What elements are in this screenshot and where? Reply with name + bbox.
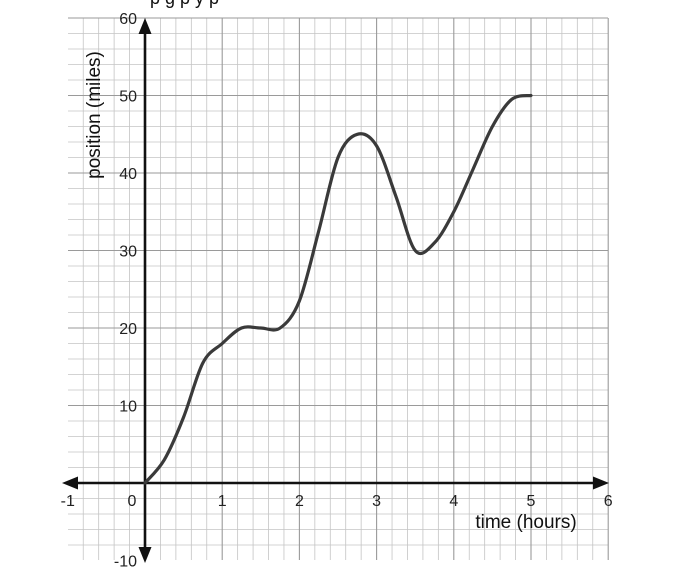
x-tick-label: 6 — [604, 493, 613, 510]
y-tick-label: 30 — [119, 244, 137, 261]
x-axis-left-arrow — [62, 476, 78, 490]
y-axis-label: position (miles) — [84, 51, 105, 179]
y-axis-bottom-arrow — [138, 547, 152, 563]
x-tick-label: 5 — [527, 493, 536, 510]
x-axis-right-arrow — [593, 476, 609, 490]
y-tick-label: 20 — [119, 321, 137, 338]
x-tick-label: 1 — [218, 493, 227, 510]
y-tick-label: 60 — [119, 11, 137, 28]
y-tick-label: 10 — [119, 399, 137, 416]
x-tick-label: 3 — [372, 493, 381, 510]
x-tick-label: 0 — [128, 493, 137, 510]
minor-grid — [68, 18, 608, 560]
y-tick-label: 50 — [119, 89, 137, 106]
position-curve — [143, 93, 533, 485]
y-tick-label: 40 — [119, 166, 137, 183]
x-axis-label: time (hours) — [475, 512, 576, 533]
cropped-header-text: p g p y p — [150, 0, 219, 8]
y-tick-label: -10 — [114, 554, 137, 571]
x-tick-label: -1 — [61, 493, 75, 510]
y-axis-top-arrow — [138, 18, 152, 34]
x-tick-label: 4 — [449, 493, 458, 510]
x-tick-label: 2 — [295, 493, 304, 510]
series — [143, 93, 533, 485]
axes — [62, 18, 609, 563]
